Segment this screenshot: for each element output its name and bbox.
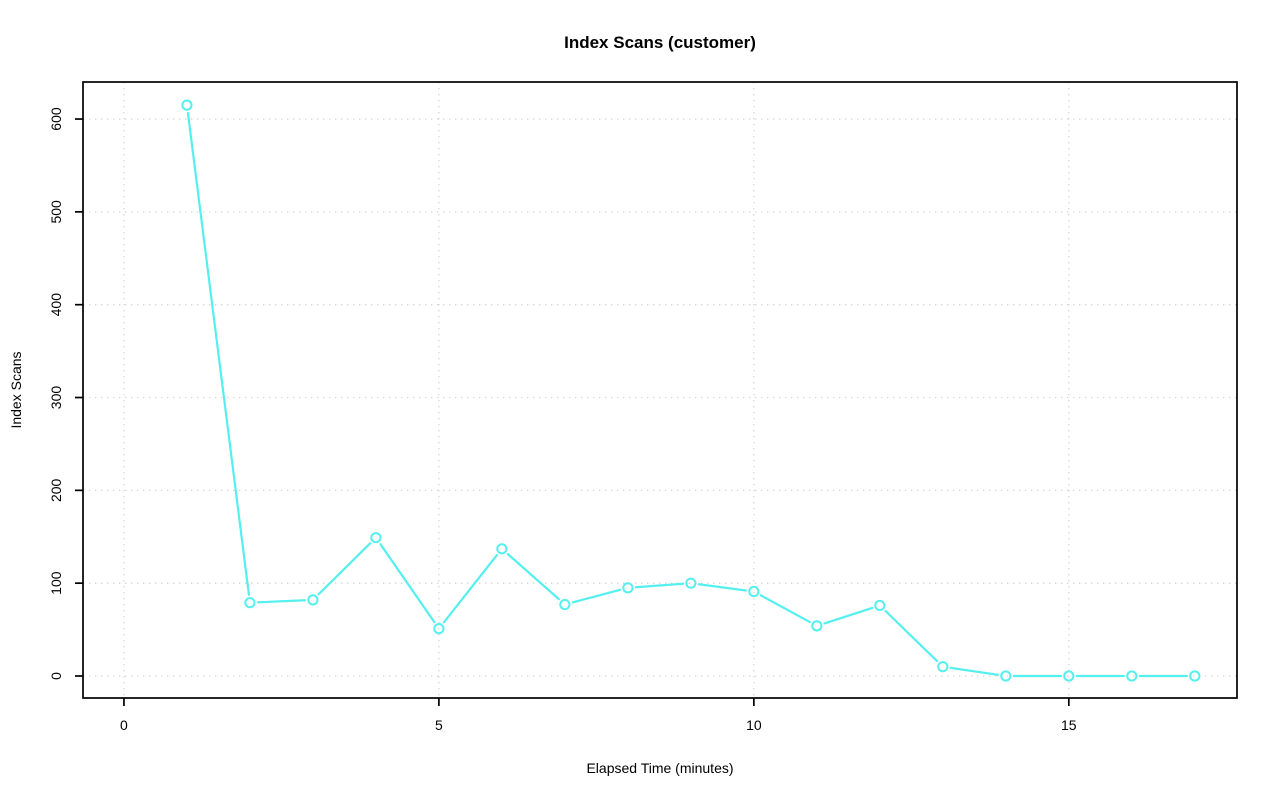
series-segment — [571, 588, 622, 604]
y-tick-label: 600 — [48, 107, 64, 131]
y-tick-label: 400 — [48, 293, 64, 317]
data-point-marker — [811, 620, 823, 632]
series-segment — [823, 606, 874, 625]
data-point-marker — [496, 543, 508, 555]
data-point-marker — [937, 661, 949, 673]
data-point-marker — [559, 598, 571, 611]
data-point-marker — [370, 532, 382, 544]
data-point-marker — [1189, 670, 1201, 682]
data-point-marker — [685, 577, 697, 589]
y-tick-label: 300 — [48, 386, 64, 410]
series-segment — [884, 609, 939, 663]
data-point-marker — [1063, 670, 1075, 682]
data-point-marker — [244, 597, 256, 609]
series-segment — [949, 666, 1000, 676]
x-tick-label: 0 — [120, 717, 128, 733]
data-point-marker — [1126, 670, 1138, 682]
series-segment — [256, 599, 307, 604]
y-tick-label: 0 — [48, 672, 64, 680]
data-point-marker — [181, 99, 193, 111]
series-segment — [506, 553, 560, 601]
data-point-marker — [874, 599, 886, 612]
x-tick-label: 5 — [435, 717, 443, 733]
plot-border — [82, 81, 1238, 699]
series-segment — [634, 582, 684, 589]
y-tick-label: 200 — [48, 478, 64, 502]
series-segment — [317, 542, 372, 596]
x-axis-label: Elapsed Time (minutes) — [586, 760, 734, 776]
series-segment — [379, 543, 436, 624]
series-segment — [697, 583, 748, 592]
y-tick-label: 500 — [48, 200, 64, 224]
x-tick-label: 15 — [1061, 717, 1077, 733]
series-segment — [186, 111, 251, 596]
series-segment — [759, 594, 811, 624]
data-point-marker — [433, 623, 445, 635]
y-tick-label: 100 — [48, 571, 64, 595]
data-point-marker — [748, 585, 760, 598]
data-point-marker — [622, 582, 634, 594]
chart-title: Index Scans (customer) — [564, 33, 756, 52]
data-point-marker — [1000, 670, 1012, 682]
y-axis-label: Index Scans — [8, 351, 24, 429]
series-segment — [442, 554, 499, 624]
x-tick-label: 10 — [746, 717, 762, 733]
data-point-marker — [307, 594, 319, 606]
